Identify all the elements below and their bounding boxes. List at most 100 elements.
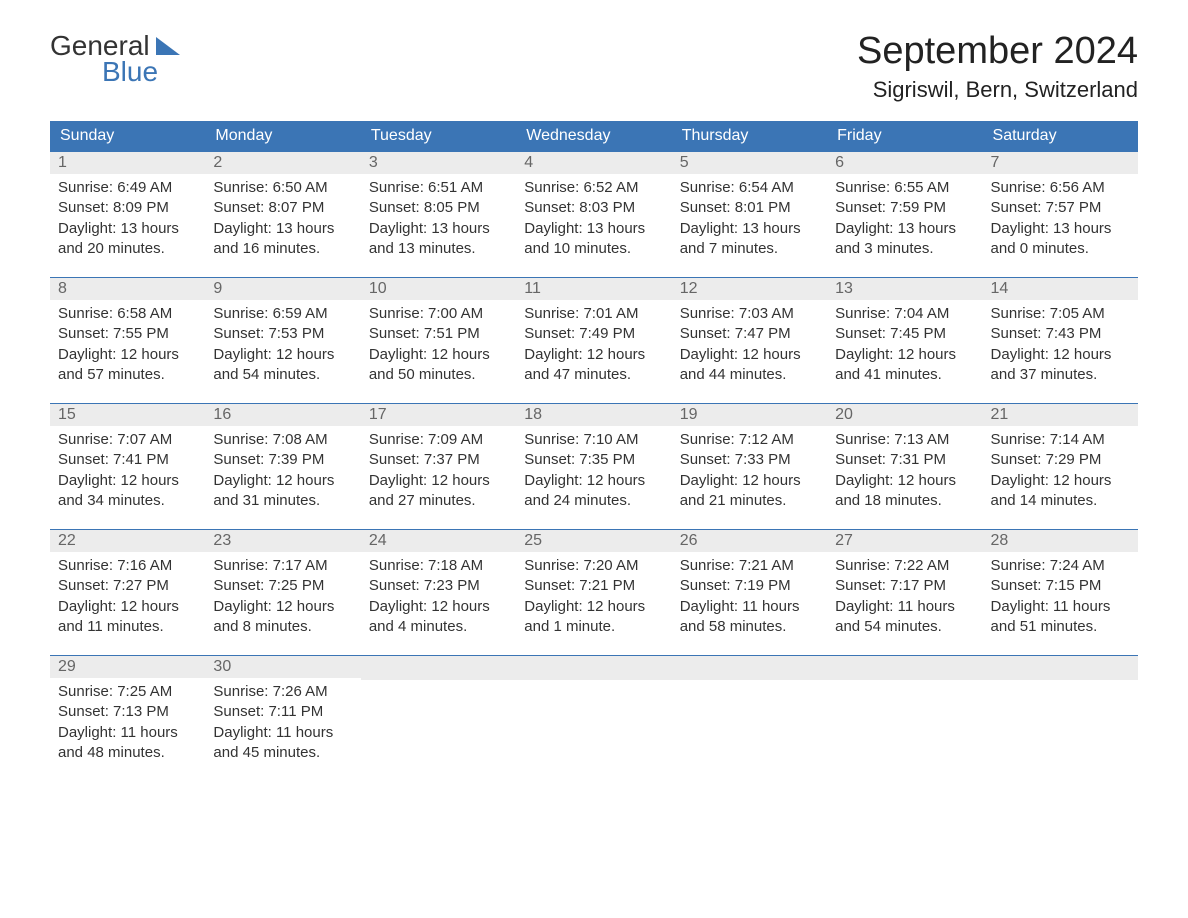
day-daylight2: and 45 minutes. [213, 743, 352, 763]
day-sunset: Sunset: 7:25 PM [213, 576, 352, 596]
day-daylight2: and 14 minutes. [991, 491, 1130, 511]
day-sunset: Sunset: 7:57 PM [991, 198, 1130, 218]
day-content: Sunrise: 7:09 AMSunset: 7:37 PMDaylight:… [361, 426, 516, 515]
day-content: Sunrise: 6:55 AMSunset: 7:59 PMDaylight:… [827, 174, 982, 263]
day-number: 2 [205, 152, 360, 174]
day-cell: 18Sunrise: 7:10 AMSunset: 7:35 PMDayligh… [516, 404, 671, 529]
day-cell: 11Sunrise: 7:01 AMSunset: 7:49 PMDayligh… [516, 278, 671, 403]
day-sunset: Sunset: 7:55 PM [58, 324, 197, 344]
location: Sigriswil, Bern, Switzerland [857, 77, 1138, 103]
day-cell [672, 656, 827, 781]
day-content: Sunrise: 7:04 AMSunset: 7:45 PMDaylight:… [827, 300, 982, 389]
day-daylight2: and 51 minutes. [991, 617, 1130, 637]
day-number: 5 [672, 152, 827, 174]
day-daylight2: and 11 minutes. [58, 617, 197, 637]
day-daylight1: Daylight: 12 hours [58, 597, 197, 617]
day-content: Sunrise: 7:14 AMSunset: 7:29 PMDaylight:… [983, 426, 1138, 515]
day-sunrise: Sunrise: 7:01 AM [524, 304, 663, 324]
day-sunset: Sunset: 7:59 PM [835, 198, 974, 218]
day-daylight2: and 41 minutes. [835, 365, 974, 385]
day-number: 20 [827, 404, 982, 426]
day-number: 24 [361, 530, 516, 552]
day-content: Sunrise: 7:16 AMSunset: 7:27 PMDaylight:… [50, 552, 205, 641]
day-daylight1: Daylight: 13 hours [524, 219, 663, 239]
day-daylight1: Daylight: 11 hours [58, 723, 197, 743]
day-daylight1: Daylight: 12 hours [524, 597, 663, 617]
day-cell: 23Sunrise: 7:17 AMSunset: 7:25 PMDayligh… [205, 530, 360, 655]
day-content: Sunrise: 7:22 AMSunset: 7:17 PMDaylight:… [827, 552, 982, 641]
day-number [672, 656, 827, 680]
day-content: Sunrise: 7:20 AMSunset: 7:21 PMDaylight:… [516, 552, 671, 641]
logo-text-blue: Blue [102, 56, 180, 88]
day-number: 4 [516, 152, 671, 174]
day-number [361, 656, 516, 680]
day-content: Sunrise: 7:13 AMSunset: 7:31 PMDaylight:… [827, 426, 982, 515]
day-content: Sunrise: 6:58 AMSunset: 7:55 PMDaylight:… [50, 300, 205, 389]
day-sunset: Sunset: 7:15 PM [991, 576, 1130, 596]
day-number: 30 [205, 656, 360, 678]
day-number: 16 [205, 404, 360, 426]
day-daylight2: and 0 minutes. [991, 239, 1130, 259]
day-number: 27 [827, 530, 982, 552]
day-daylight1: Daylight: 13 hours [369, 219, 508, 239]
day-number: 25 [516, 530, 671, 552]
day-sunrise: Sunrise: 7:07 AM [58, 430, 197, 450]
weekday-header: Sunday [50, 121, 205, 151]
day-cell [827, 656, 982, 781]
day-sunset: Sunset: 7:47 PM [680, 324, 819, 344]
day-sunrise: Sunrise: 7:25 AM [58, 682, 197, 702]
day-daylight2: and 34 minutes. [58, 491, 197, 511]
day-daylight2: and 3 minutes. [835, 239, 974, 259]
day-sunrise: Sunrise: 7:08 AM [213, 430, 352, 450]
day-content: Sunrise: 7:26 AMSunset: 7:11 PMDaylight:… [205, 678, 360, 767]
day-sunrise: Sunrise: 7:14 AM [991, 430, 1130, 450]
day-sunrise: Sunrise: 7:13 AM [835, 430, 974, 450]
day-content: Sunrise: 6:52 AMSunset: 8:03 PMDaylight:… [516, 174, 671, 263]
day-cell: 1Sunrise: 6:49 AMSunset: 8:09 PMDaylight… [50, 152, 205, 277]
day-number: 19 [672, 404, 827, 426]
day-daylight2: and 27 minutes. [369, 491, 508, 511]
day-content: Sunrise: 7:08 AMSunset: 7:39 PMDaylight:… [205, 426, 360, 515]
day-sunrise: Sunrise: 7:05 AM [991, 304, 1130, 324]
day-cell: 3Sunrise: 6:51 AMSunset: 8:05 PMDaylight… [361, 152, 516, 277]
day-daylight2: and 20 minutes. [58, 239, 197, 259]
day-number: 3 [361, 152, 516, 174]
day-cell: 19Sunrise: 7:12 AMSunset: 7:33 PMDayligh… [672, 404, 827, 529]
day-daylight1: Daylight: 13 hours [835, 219, 974, 239]
day-number: 17 [361, 404, 516, 426]
day-content: Sunrise: 7:07 AMSunset: 7:41 PMDaylight:… [50, 426, 205, 515]
day-sunrise: Sunrise: 6:54 AM [680, 178, 819, 198]
day-cell: 12Sunrise: 7:03 AMSunset: 7:47 PMDayligh… [672, 278, 827, 403]
day-daylight2: and 50 minutes. [369, 365, 508, 385]
day-content: Sunrise: 7:21 AMSunset: 7:19 PMDaylight:… [672, 552, 827, 641]
day-cell: 13Sunrise: 7:04 AMSunset: 7:45 PMDayligh… [827, 278, 982, 403]
day-sunrise: Sunrise: 6:52 AM [524, 178, 663, 198]
day-daylight2: and 48 minutes. [58, 743, 197, 763]
day-daylight1: Daylight: 13 hours [680, 219, 819, 239]
day-cell: 10Sunrise: 7:00 AMSunset: 7:51 PMDayligh… [361, 278, 516, 403]
day-sunset: Sunset: 7:41 PM [58, 450, 197, 470]
day-sunrise: Sunrise: 7:26 AM [213, 682, 352, 702]
day-sunset: Sunset: 7:23 PM [369, 576, 508, 596]
day-number: 15 [50, 404, 205, 426]
day-sunset: Sunset: 8:07 PM [213, 198, 352, 218]
week-row: 22Sunrise: 7:16 AMSunset: 7:27 PMDayligh… [50, 529, 1138, 655]
day-daylight1: Daylight: 11 hours [835, 597, 974, 617]
day-daylight2: and 8 minutes. [213, 617, 352, 637]
day-content: Sunrise: 7:01 AMSunset: 7:49 PMDaylight:… [516, 300, 671, 389]
day-daylight2: and 57 minutes. [58, 365, 197, 385]
week-row: 8Sunrise: 6:58 AMSunset: 7:55 PMDaylight… [50, 277, 1138, 403]
day-daylight1: Daylight: 12 hours [835, 345, 974, 365]
day-daylight1: Daylight: 12 hours [369, 345, 508, 365]
day-cell [361, 656, 516, 781]
day-content: Sunrise: 7:05 AMSunset: 7:43 PMDaylight:… [983, 300, 1138, 389]
day-sunrise: Sunrise: 6:50 AM [213, 178, 352, 198]
day-sunrise: Sunrise: 7:22 AM [835, 556, 974, 576]
day-number: 21 [983, 404, 1138, 426]
day-sunset: Sunset: 7:21 PM [524, 576, 663, 596]
day-number: 9 [205, 278, 360, 300]
day-sunset: Sunset: 7:35 PM [524, 450, 663, 470]
day-sunset: Sunset: 7:17 PM [835, 576, 974, 596]
day-sunset: Sunset: 7:53 PM [213, 324, 352, 344]
day-number: 28 [983, 530, 1138, 552]
